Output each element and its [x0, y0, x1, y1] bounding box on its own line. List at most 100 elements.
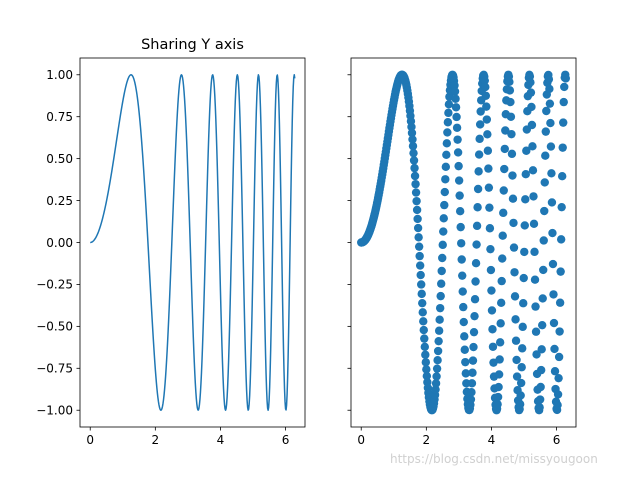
- scatter-point: [494, 382, 503, 392]
- scatter-point: [529, 192, 538, 201]
- left-sine-line: [89, 74, 296, 411]
- scatter-point: [475, 120, 485, 129]
- scatter-point: [419, 317, 428, 326]
- scatter-point: [511, 336, 521, 345]
- scatter-point: [499, 186, 508, 195]
- scatter-point: [546, 118, 555, 128]
- scatter-point: [499, 208, 508, 218]
- scatter-point: [472, 240, 481, 249]
- scatter-point: [485, 224, 495, 233]
- scatter-point: [433, 356, 442, 365]
- scatter-point: [501, 126, 510, 135]
- scatter-point: [466, 395, 476, 404]
- scatter-point: [488, 342, 498, 351]
- scatter-point: [456, 222, 465, 232]
- scatter-point: [531, 302, 540, 311]
- scatter-point: [470, 295, 480, 304]
- scatter-point: [549, 318, 559, 328]
- scatter-point: [529, 219, 539, 229]
- left-x-ticks: 0 2 4 6: [86, 427, 289, 447]
- scatter-point: [516, 378, 526, 388]
- scatter-point: [410, 171, 420, 181]
- scatter-point: [454, 161, 463, 171]
- scatter-point: [496, 319, 505, 328]
- scatter-point: [554, 352, 564, 362]
- scatter-point: [433, 346, 443, 356]
- scatter-point: [452, 123, 462, 132]
- scatter-point: [493, 400, 502, 409]
- scatter-point: [434, 336, 443, 346]
- scatter-point: [559, 118, 568, 127]
- scatter-point: [537, 345, 546, 354]
- scatter-point: [521, 195, 530, 204]
- scatter-point: [522, 146, 531, 155]
- scatter-point: [407, 122, 416, 132]
- scatter-point: [495, 338, 505, 347]
- scatter-point: [539, 236, 548, 245]
- scatter-point: [519, 273, 528, 283]
- scatter-point: [439, 214, 448, 223]
- scatter-point: [510, 292, 520, 301]
- scatter-point: [498, 254, 507, 263]
- scatter-point: [451, 94, 460, 103]
- scatter-point: [436, 291, 445, 301]
- scatter-point: [550, 344, 559, 354]
- scatter-point: [469, 342, 478, 352]
- scatter-point: [450, 87, 460, 96]
- scatter-point: [435, 303, 445, 313]
- scatter-point: [441, 162, 451, 172]
- left-x-tick-label: 4: [217, 433, 225, 447]
- scatter-point: [510, 268, 519, 277]
- left-plot-title: Sharing Y axis: [141, 37, 244, 53]
- scatter-point: [482, 102, 491, 111]
- scatter-point: [509, 218, 518, 228]
- scatter-point: [526, 88, 536, 97]
- scatter-point: [457, 239, 466, 248]
- scatter-point: [484, 164, 493, 173]
- scatter-point: [421, 358, 431, 367]
- scatter-point: [439, 227, 448, 236]
- left-y-tick-label: 0.50: [46, 152, 73, 166]
- right-x-tick-label: 4: [488, 433, 496, 447]
- scatter-point: [557, 202, 566, 212]
- scatter-point: [498, 231, 507, 240]
- scatter-point: [500, 144, 509, 154]
- scatter-point: [517, 363, 526, 372]
- scatter-point: [467, 379, 477, 388]
- left-x-tick-label: 0: [86, 433, 94, 447]
- left-x-tick-label: 6: [282, 433, 290, 447]
- scatter-point: [558, 143, 567, 152]
- scatter-point: [455, 206, 465, 216]
- scatter-point: [555, 298, 565, 307]
- scatter-point: [553, 390, 563, 399]
- scatter-point: [548, 228, 557, 238]
- scatter-point: [475, 134, 484, 144]
- scatter-point: [413, 214, 422, 224]
- scatter-point: [412, 205, 422, 215]
- scatter-point: [482, 115, 492, 124]
- scatter-point: [520, 221, 529, 230]
- left-y-tick-label: −0.75: [36, 362, 73, 376]
- scatter-point: [527, 120, 537, 130]
- scatter-point: [443, 128, 452, 137]
- left-x-tick-label: 2: [152, 433, 160, 447]
- scatter-point: [486, 265, 496, 275]
- scatter-point: [451, 103, 461, 112]
- scatter-point: [444, 108, 453, 118]
- scatter-point: [434, 326, 444, 335]
- scatter-point: [471, 259, 481, 268]
- scatter-point: [494, 370, 504, 379]
- scatter-point: [554, 373, 563, 383]
- scatter-point: [474, 150, 484, 159]
- scatter-point: [507, 129, 516, 139]
- scatter-point: [486, 244, 495, 254]
- scatter-point: [473, 184, 483, 194]
- scatter-point: [521, 170, 530, 179]
- scatter-point: [555, 327, 564, 336]
- scatter-point: [414, 242, 424, 251]
- scatter-point: [541, 127, 550, 136]
- scatter-point: [438, 240, 447, 250]
- left-axes-frame: [79, 57, 306, 428]
- scatter-point: [440, 200, 449, 210]
- scatter-point: [414, 233, 423, 242]
